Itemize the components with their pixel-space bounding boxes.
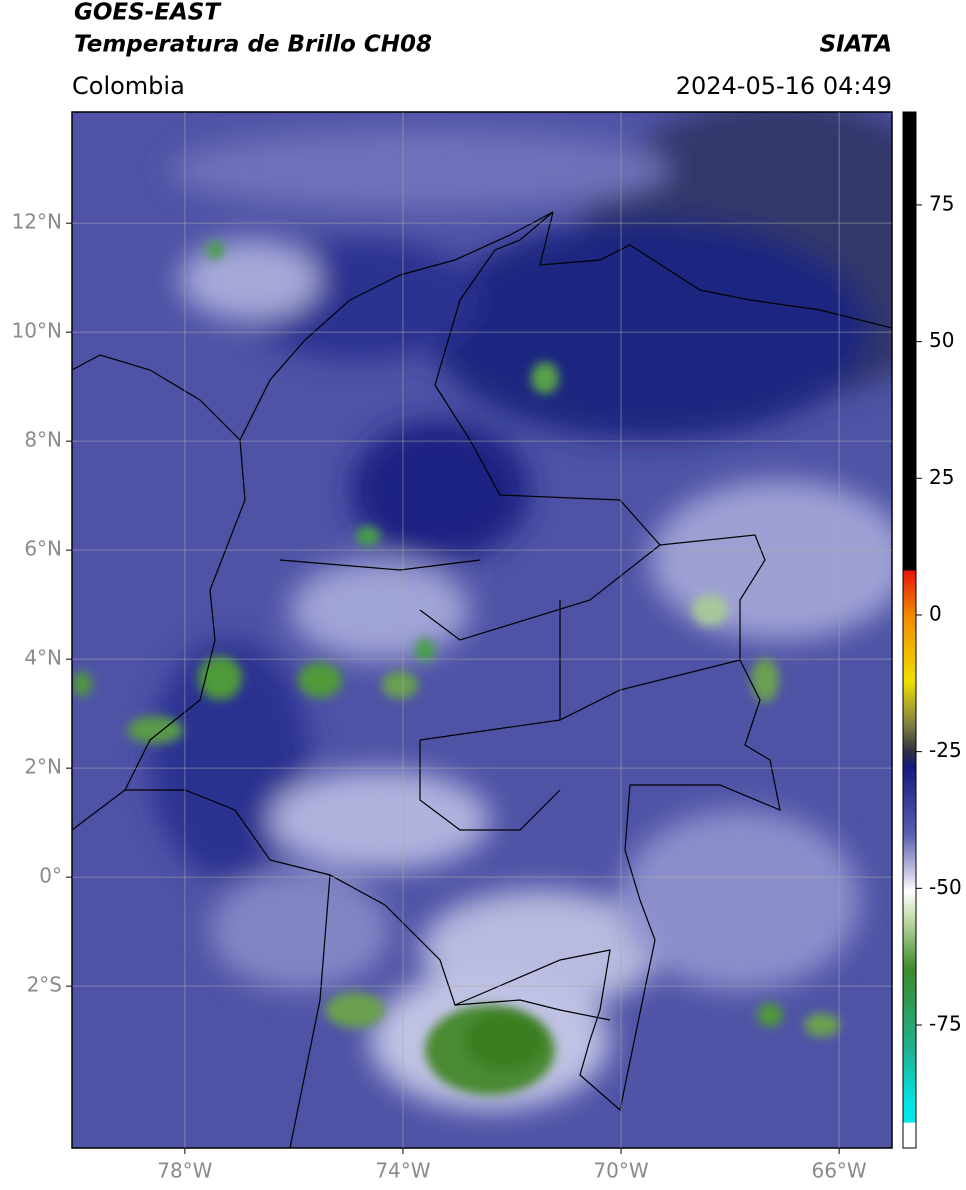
colorbar-tick-label: 75 xyxy=(929,191,954,215)
colorbar-tick-label: -75 xyxy=(929,1011,962,1035)
colorbar-tick-label: -50 xyxy=(929,875,962,899)
map-imagery xyxy=(72,112,892,1148)
y-tick-label: 2°N xyxy=(24,755,62,779)
cloud-field xyxy=(150,112,892,1110)
y-tick-label: 6°N xyxy=(24,537,62,561)
source: SIATA xyxy=(820,32,892,58)
borders xyxy=(72,211,892,1148)
colorbar-tick-label: -25 xyxy=(929,738,962,762)
y-tick-label: 4°N xyxy=(24,646,62,670)
timestamp: 2024-05-16 04:49 xyxy=(676,72,892,100)
subtitle: Temperatura de Brillo CH08 xyxy=(74,32,432,58)
y-tick-label: 12°N xyxy=(12,210,62,234)
x-tick-label: 66°W xyxy=(811,1159,866,1183)
convective-cells xyxy=(72,241,840,1095)
y-tick-label: 8°N xyxy=(24,428,62,452)
x-tick-label: 74°W xyxy=(375,1159,430,1183)
y-tick-label: 2°S xyxy=(27,973,62,997)
title: GOES-EAST xyxy=(74,0,222,26)
region: Colombia xyxy=(72,72,185,100)
map-frame xyxy=(71,111,893,1149)
colorbar xyxy=(902,111,917,1149)
y-tick-label: 0° xyxy=(39,864,62,888)
colorbar-tick-label: 50 xyxy=(929,328,954,352)
colorbar-tick-label: 0 xyxy=(929,601,942,625)
colorbar-tick-label: 25 xyxy=(929,465,954,489)
x-tick-label: 70°W xyxy=(593,1159,648,1183)
x-tick-label: 78°W xyxy=(157,1159,212,1183)
y-tick-label: 10°N xyxy=(12,319,62,343)
